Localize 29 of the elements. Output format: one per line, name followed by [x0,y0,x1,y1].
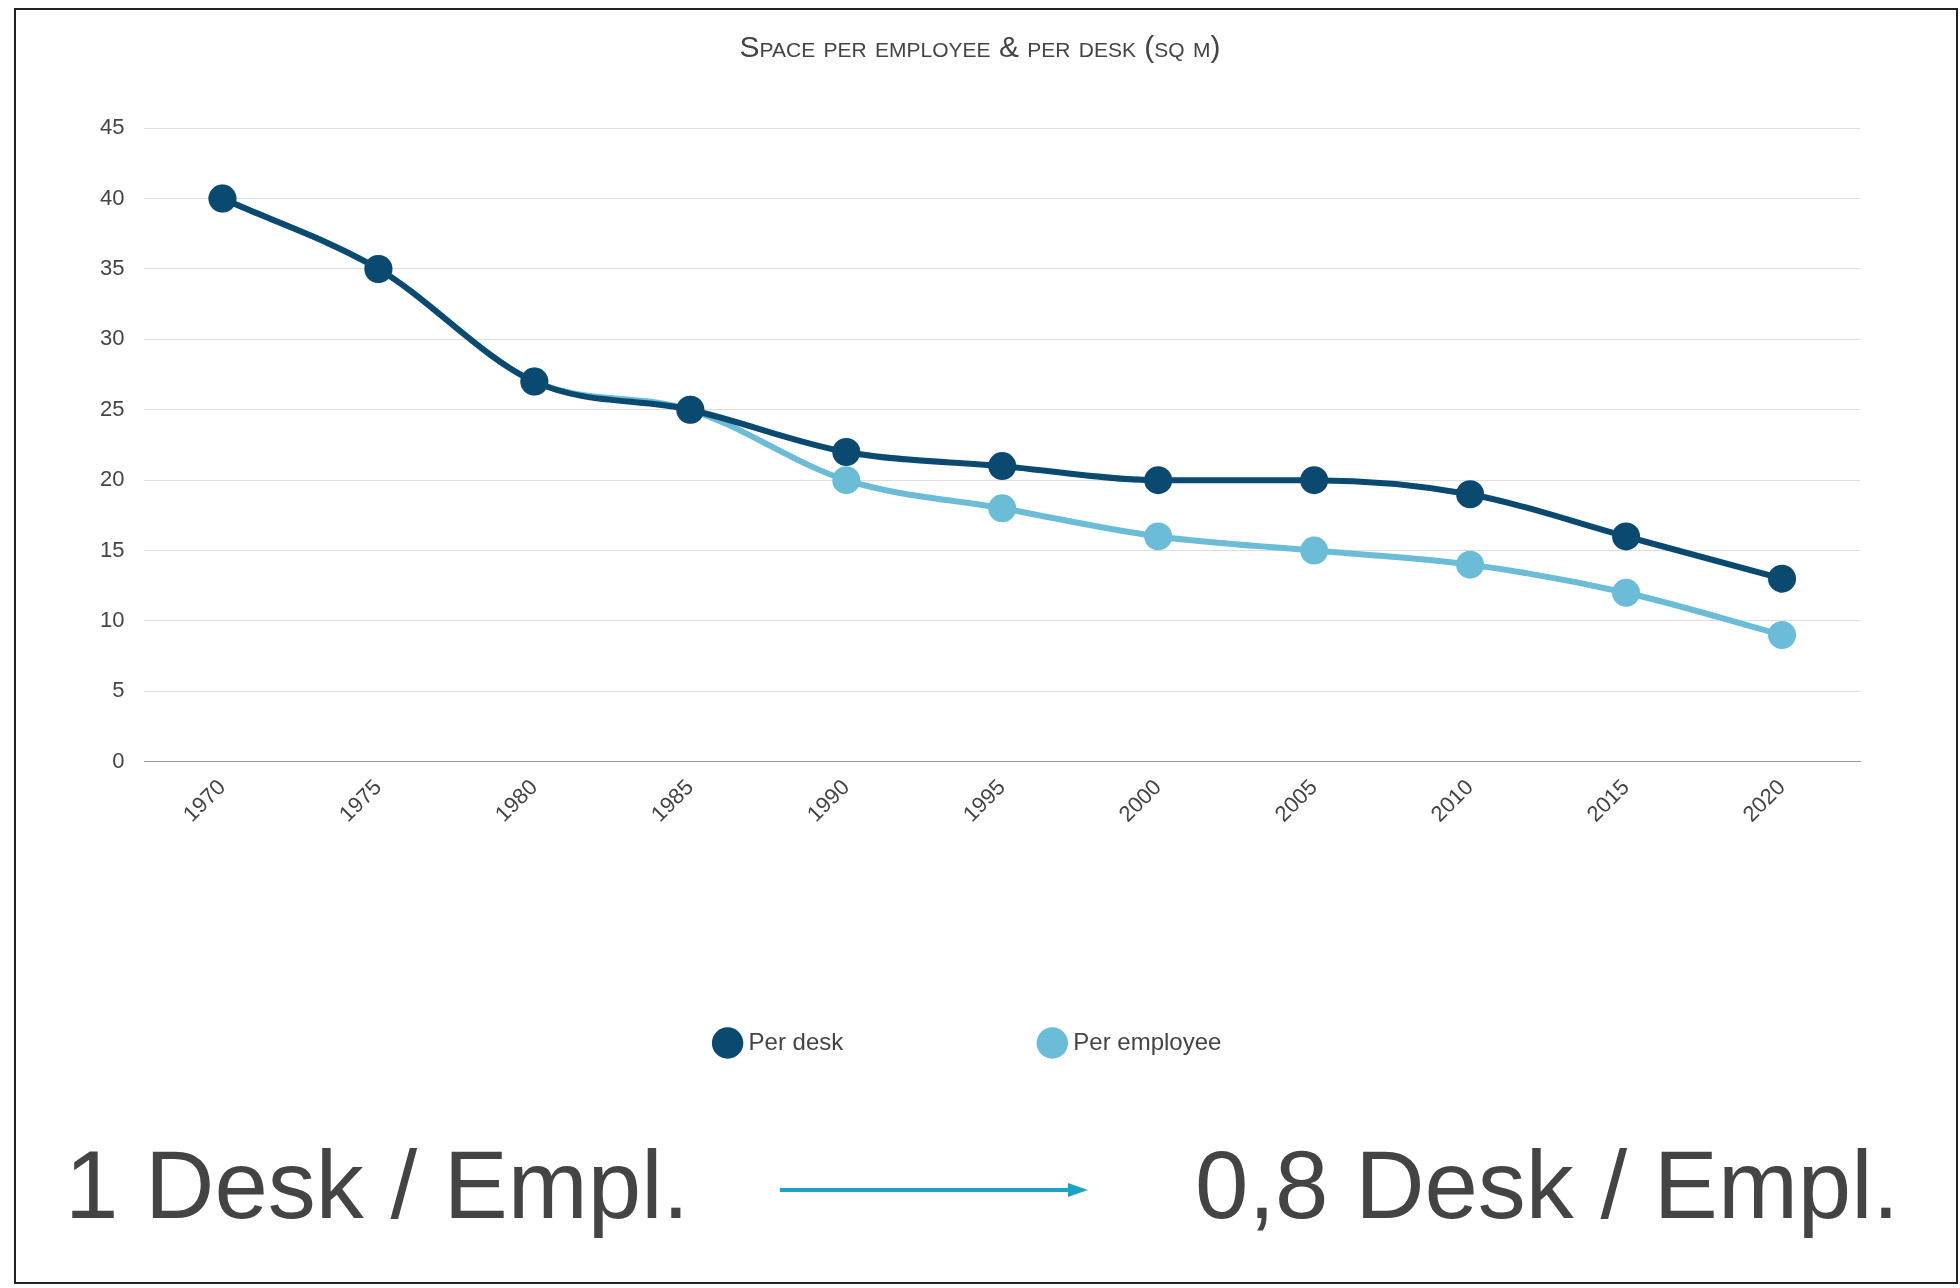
y-tick-label: 25 [99,395,125,421]
y-tick-label: 0 [112,747,125,773]
point [1768,621,1797,650]
text: 1 Desk / Empl. [65,1130,690,1240]
point [1144,466,1173,495]
legend-label: Per desk [748,1027,845,1055]
point [832,438,861,466]
point [1144,522,1173,551]
point [1300,536,1329,565]
text: 0,8 Desk / Empl. [1195,1130,1900,1240]
y-tick-label: 10 [99,607,125,632]
y-tick-label: 15 [99,536,125,562]
point [1300,466,1329,495]
point [1768,564,1797,593]
point [1612,522,1641,551]
y-tick-label: 20 [99,466,125,492]
legend-label: Per employee [1073,1027,1222,1055]
point [1456,480,1485,509]
point [1456,550,1485,579]
y-tick-label: 35 [99,255,125,281]
point [1612,578,1641,607]
y-tick-label: 30 [99,325,125,351]
point [988,494,1017,523]
y-tick-label: 5 [112,677,125,703]
point [988,452,1017,481]
point [832,466,861,495]
y-tick-label: 45 [99,114,125,140]
chart-title: Space per employee & per desk (sq m) [738,30,1222,64]
y-tick-label: 40 [99,184,125,210]
